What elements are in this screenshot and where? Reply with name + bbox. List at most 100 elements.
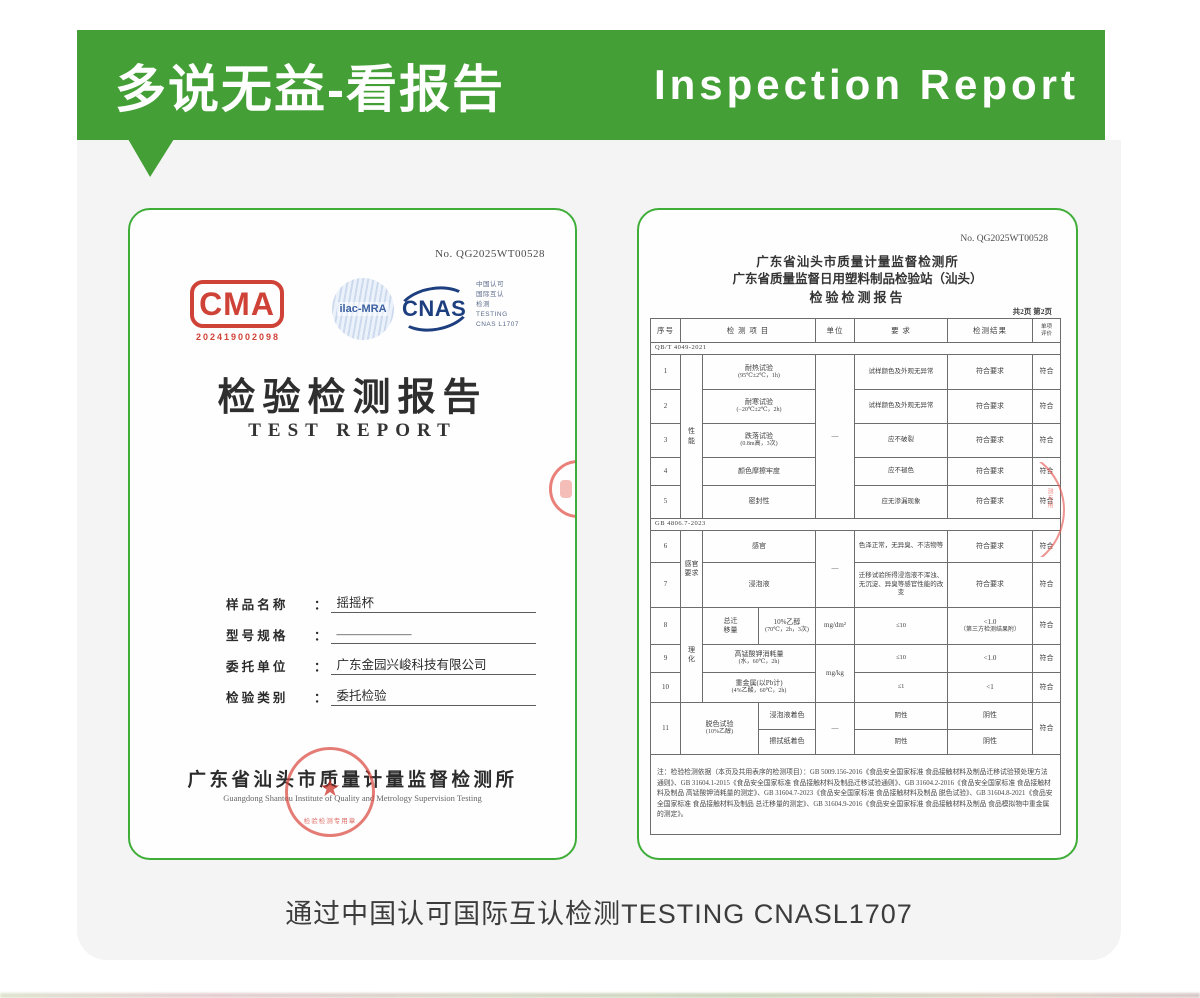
item-name: 脱色试验: [705, 720, 734, 729]
field-sample-name: 样 品 名 称 ： 摇摇杯: [226, 582, 536, 613]
section-banner: 多说无益-看报告 Inspection Report: [77, 30, 1105, 140]
certification-logo-row: CMA 202419002098 ilac-MRA CNAS 中国认可 国际互认…: [130, 274, 575, 354]
field-colon: ：: [314, 691, 327, 705]
cell-item: 脱色试验 (10%乙醇): [680, 702, 759, 755]
cell-item: 跌落试验 (0.8m高，3次): [702, 423, 816, 458]
subgroup-label: 总迁移量: [723, 616, 738, 634]
cell-no: 3: [650, 423, 681, 458]
report-heading-2: 广东省质量监督日用塑料制品检验站（汕头）: [732, 272, 983, 286]
cell-result: 符合要求: [947, 423, 1033, 458]
cell-no: 10: [650, 672, 681, 703]
cnas-side-text: 中国认可 国际互认 检测 TESTING CNAS L1707: [476, 280, 519, 330]
cell-no: 1: [650, 354, 681, 390]
cell-unit: —: [815, 702, 855, 755]
col-header-item: 检 测 项 目: [680, 318, 816, 343]
cell-result: 符合要求: [947, 530, 1033, 563]
cell-result: 阴性: [947, 702, 1033, 730]
item-condition: (95℃±2℃，1h): [738, 372, 780, 379]
cell-group: 理化: [680, 607, 703, 703]
cell-subgroup: 总迁移量: [702, 607, 759, 645]
field-label: 型 号 规 格: [226, 629, 286, 643]
banner-title-zh: 多说无益-看报告: [115, 61, 505, 118]
stamp-mark: [560, 480, 572, 498]
field-label: 委 托 单 位: [226, 660, 286, 674]
cell-requirement: 应不破裂: [854, 423, 948, 458]
report-number: No. QG2025WT00528: [960, 234, 1048, 244]
col-header-eval-line: 评价: [1040, 330, 1052, 337]
page-info: 共2页 第2页: [1012, 307, 1052, 316]
cell-result: 阴性: [947, 729, 1033, 755]
table-row: 5 密封性 应无渗漏现象 符合要求 符合: [650, 485, 1061, 519]
note-text: 注：检验检测依据（本页及共用表序的检测项目）：GB 5009.156-2016《…: [650, 754, 1061, 835]
cell-result: 符合要求: [947, 389, 1033, 424]
stamp-ring: [1037, 462, 1065, 557]
standard-band-row: QB/T 4049-2021: [650, 342, 1061, 355]
cell-result: <1: [947, 672, 1033, 703]
cell-no: 9: [650, 644, 681, 673]
cell-eval: 符合: [1032, 644, 1061, 673]
cell-requirement: 阴性: [854, 729, 948, 755]
col-header-eval-line: 单项: [1040, 323, 1052, 330]
field-value: ——————: [330, 627, 536, 644]
cell-group: 性能: [680, 354, 703, 519]
report-fields: 样 品 名 称 ： 摇摇杯 型 号 规 格 ： —————— 委 托 单 位 ：…: [226, 582, 536, 706]
cell-item: 10%乙醇 (70℃，2h，3次): [758, 607, 816, 645]
field-label: 检 验 类 别: [226, 691, 286, 705]
cell-no: 11: [650, 702, 681, 755]
cell-requirement: 阴性: [854, 702, 948, 730]
cell-item: 颜色摩擦牢度: [702, 457, 816, 486]
cell-eval: 符合: [1032, 423, 1061, 458]
table-row: 1 性能 耐热试验 (95℃±2℃，1h) — 试样颜色及外观无异常 符合要求 符…: [650, 354, 1061, 519]
item-name: 高锰酸钾消耗量: [734, 650, 784, 659]
cell-no: 6: [650, 530, 681, 563]
cell-item: 高锰酸钾消耗量 (水，60℃，2h): [702, 644, 816, 673]
col-header-eval: 单项 评价: [1032, 318, 1061, 343]
item-condition: (−20℃±2℃，2h): [736, 407, 782, 414]
table-row: 6 感官要求 感官 — 色泽正常，无异臭、不洁物等 符合要求 符合: [650, 530, 1061, 608]
col-header-no: 序号: [650, 318, 681, 343]
col-header-result: 检测结果: [947, 318, 1033, 343]
field-colon: ：: [314, 598, 327, 612]
cell-eval: 符合: [1032, 389, 1061, 424]
cell-eval: 符合: [1032, 562, 1061, 608]
field-model-spec: 型 号 规 格 ： ——————: [226, 613, 536, 644]
ilac-mra-logo-icon: ilac-MRA: [332, 278, 394, 340]
item-name: 10%乙醇: [773, 617, 801, 626]
field-value: 摇摇杯: [330, 592, 536, 613]
cell-eval: 符合: [1032, 702, 1061, 755]
cnas-side-line: 检测: [476, 301, 490, 309]
stamp-vertical-text: 测专用: [1046, 488, 1052, 509]
stamp-caption: 检验检测专用章: [303, 818, 357, 825]
field-inspection-type: 检 验 类 别 ： 委托检验: [226, 675, 536, 706]
edge-stamp-icon: 测专用: [1037, 462, 1073, 557]
stamp-star-icon: ★: [319, 775, 341, 802]
standard-reference: QB/T 4049-2021: [650, 342, 1061, 355]
cnas-side-line: 国际互认: [476, 291, 504, 299]
cell-no: 8: [650, 607, 681, 645]
cell-item: 密封性: [702, 485, 816, 519]
group-label: 感官要求: [684, 559, 699, 577]
report-title-zh: 检验检测报告: [217, 377, 488, 419]
result-value: <1.0: [983, 617, 997, 626]
field-colon: ：: [314, 660, 327, 674]
item-condition: (70℃，2h，3次): [765, 626, 809, 633]
cell-no: 4: [650, 457, 681, 486]
item-condition: (0.8m高，3次): [740, 441, 778, 448]
field-colon: ：: [314, 629, 327, 643]
cell-eval: 符合: [1032, 672, 1061, 703]
field-label: 样 品 名 称: [226, 598, 286, 612]
cell-item: 浸泡液: [702, 562, 816, 608]
results-table: 序号 检 测 项 目 单位 要 求 检测结果 单项 评价 QB/T 4049-20…: [650, 318, 1061, 835]
cell-unit: —: [815, 354, 855, 519]
cell-requirement: ≤10: [854, 644, 948, 673]
table-row: 11 脱色试验 (10%乙醇) 浸泡液着色 — 阴性 阴性 符合: [650, 702, 1061, 755]
cell-item: 耐热试验 (95℃±2℃，1h): [702, 354, 816, 390]
group-label: 理化: [688, 645, 695, 663]
standard-reference: GB 4806.7-2023: [650, 518, 1061, 531]
cell-requirement: 试样颜色及外观无异常: [854, 354, 948, 390]
cell-requirement: ≤1: [854, 672, 948, 703]
cnas-side-line: TESTING: [476, 311, 508, 319]
cma-logo-icon: CMA: [190, 280, 284, 328]
banner-title-en: Inspection Report: [653, 61, 1079, 108]
table-row: 4 颜色摩擦牢度 应不褪色 符合要求 符合: [650, 457, 1061, 486]
